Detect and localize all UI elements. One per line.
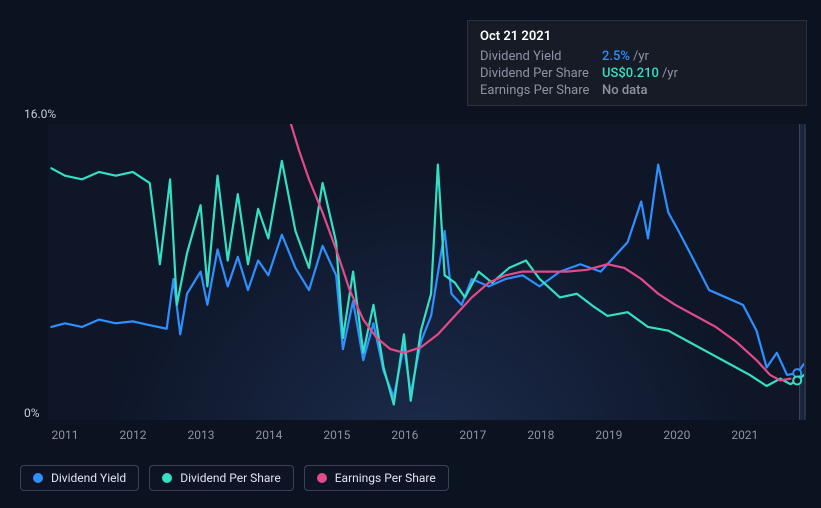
y-axis-min-label: 0%: [24, 406, 40, 420]
legend-dot-icon: [33, 473, 43, 483]
x-axis-tick: 2015: [323, 428, 350, 442]
tooltip-row: Earnings Per Share No data: [468, 82, 806, 99]
legend-item[interactable]: Dividend Per Share: [149, 465, 294, 491]
tooltip-date: Oct 21 2021: [468, 27, 806, 48]
tooltip-row-value: No data: [602, 83, 648, 98]
chart-legend: Dividend Yield Dividend Per Share Earnings…: [20, 465, 449, 491]
x-axis-tick: 2017: [459, 428, 486, 442]
x-axis-tick: 2011: [51, 428, 78, 442]
tooltip-row-label: Dividend Per Share: [480, 66, 590, 81]
tooltip-row: Dividend Yield 2.5%/yr: [468, 48, 806, 65]
x-axis-tick: 2013: [187, 428, 214, 442]
x-axis-tick: 2019: [595, 428, 622, 442]
series-dividend_per_share: [51, 161, 804, 405]
legend-item[interactable]: Earnings Per Share: [304, 465, 449, 491]
legend-dot-icon: [317, 473, 327, 483]
legend-dot-icon: [162, 473, 172, 483]
series-earnings_per_share: [289, 124, 791, 380]
tooltip-row-label: Earnings Per Share: [480, 83, 590, 98]
x-axis-tick: 2016: [391, 428, 418, 442]
tooltip-row-value: US$0.210/yr: [602, 66, 678, 81]
tooltip-row: Dividend Per Share US$0.210/yr: [468, 65, 806, 82]
y-axis-max-label: 16.0%: [24, 107, 56, 121]
chart-plot-area[interactable]: [48, 124, 806, 420]
x-axis-tick: 2021: [731, 428, 758, 442]
x-axis-tick: 2020: [663, 428, 690, 442]
x-axis-tick: 2018: [527, 428, 554, 442]
legend-item[interactable]: Dividend Yield: [20, 465, 139, 491]
x-axis-tick: 2012: [119, 428, 146, 442]
series-dividend_yield: [51, 165, 804, 397]
legend-label: Earnings Per Share: [335, 471, 436, 485]
x-axis-tick: 2014: [255, 428, 282, 442]
series-end-marker: [793, 376, 801, 384]
tooltip-row-value: 2.5%/yr: [602, 49, 649, 64]
chart-tooltip: Oct 21 2021 Dividend Yield2.5%/yrDividen…: [467, 20, 807, 106]
legend-label: Dividend Per Share: [180, 471, 281, 485]
chart-lines: [48, 124, 804, 419]
legend-label: Dividend Yield: [51, 471, 126, 485]
tooltip-row-label: Dividend Yield: [480, 49, 590, 64]
